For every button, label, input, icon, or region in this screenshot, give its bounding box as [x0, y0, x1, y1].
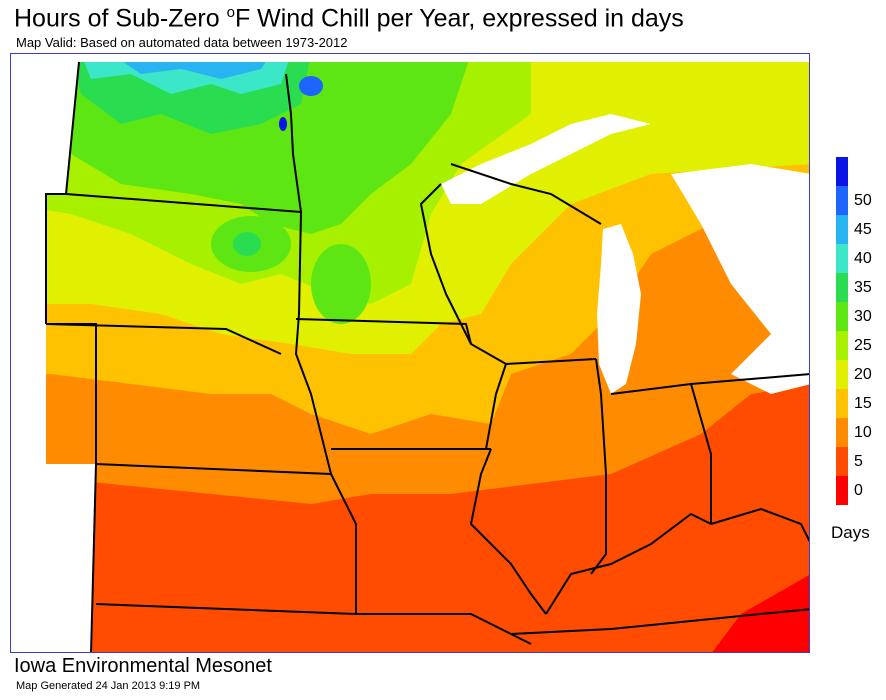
- zone-35-sd: [233, 232, 261, 256]
- wind-chill-map: [11, 54, 809, 652]
- ky-tn-border: [510, 608, 809, 635]
- color-legend-bar: [836, 157, 848, 505]
- legend-label: 0: [854, 482, 863, 499]
- map-frame: [10, 53, 810, 653]
- legend-swatch: [836, 389, 848, 418]
- legend-label: 40: [854, 250, 872, 267]
- legend-swatch: [836, 476, 848, 505]
- legend-swatch: [836, 273, 848, 302]
- wi-mi-border: [450, 163, 602, 225]
- map-title: Hours of Sub-Zero oF Wind Chill per Year…: [14, 4, 684, 33]
- sd-ne-border: [45, 323, 282, 355]
- zone-55: [279, 117, 287, 131]
- legend-swatch: [836, 215, 848, 244]
- generated-time: Map Generated 24 Jan 2013 9:19 PM: [16, 680, 201, 692]
- wi-il-border: [505, 358, 597, 365]
- state-borders: [45, 61, 809, 652]
- ia-mn-border: [295, 318, 508, 450]
- legend-swatch: [836, 186, 848, 215]
- legend-label: 5: [854, 453, 863, 470]
- legend-label: 50: [854, 192, 872, 209]
- legend-label: 20: [854, 366, 872, 383]
- legend-label: 25: [854, 337, 872, 354]
- legend-swatch: [836, 244, 848, 273]
- lake-michigan: [597, 224, 641, 394]
- ne-ks-border: [95, 463, 332, 475]
- legend-label: 15: [854, 395, 872, 412]
- lake-superior: [441, 114, 651, 204]
- legend-swatch: [836, 331, 848, 360]
- mo-il-border: [469, 448, 547, 615]
- lake-huron-erie: [671, 164, 809, 394]
- zone-50: [299, 76, 323, 96]
- map-subtitle: Map Valid: Based on automated data betwe…: [16, 35, 348, 50]
- oh-ky-border: [710, 507, 809, 543]
- ks-ok-border: [95, 603, 357, 615]
- degree-symbol: o: [226, 4, 235, 21]
- legend-label: 10: [854, 424, 872, 441]
- legend-swatch: [836, 447, 848, 476]
- legend-label: 35: [854, 279, 872, 296]
- ky-river-border: [545, 512, 712, 615]
- legend-label: 45: [854, 221, 872, 238]
- title-prefix: Hours of Sub-Zero: [14, 4, 227, 33]
- contour-fill: [46, 62, 809, 652]
- in-mi-oh-border: [610, 382, 712, 524]
- legend-swatch: [836, 418, 848, 447]
- title-suffix: F Wind Chill per Year, expressed in days: [234, 4, 684, 33]
- legend-unit: Days: [831, 523, 870, 542]
- legend-swatch: [836, 157, 848, 186]
- legend-swatch: [836, 302, 848, 331]
- mo-ar-border: [356, 613, 532, 645]
- il-in-border: [590, 358, 607, 575]
- wi-mn-border: [419, 183, 472, 345]
- mn-dakota-border: [285, 73, 357, 614]
- nd-sd-border: [65, 193, 302, 213]
- west-border: [45, 61, 80, 324]
- mi-oh-border: [690, 373, 809, 385]
- source-name: Iowa Environmental Mesonet: [14, 655, 272, 677]
- legend-label: 30: [854, 308, 872, 325]
- zone-45: [111, 62, 271, 79]
- zone-30-mn: [311, 244, 371, 324]
- legend-swatch: [836, 360, 848, 389]
